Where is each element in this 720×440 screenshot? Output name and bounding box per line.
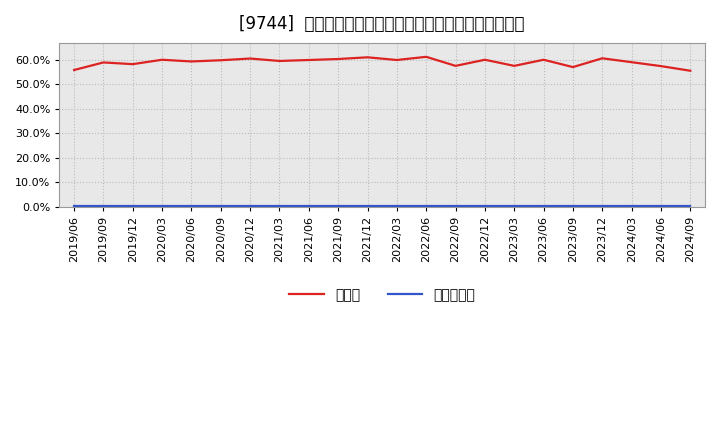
有利子負債 [480, 204, 489, 209]
有利子負債 [569, 204, 577, 209]
現預金 [99, 60, 108, 65]
現預金 [275, 59, 284, 64]
有利子負債 [686, 204, 695, 209]
有利子負債 [275, 204, 284, 209]
現預金 [451, 63, 460, 69]
現預金 [422, 54, 431, 59]
有利子負債 [99, 204, 108, 209]
現預金 [657, 63, 665, 69]
有利子負債 [217, 204, 225, 209]
現預金 [539, 57, 548, 62]
現預金 [480, 57, 489, 62]
現預金 [510, 63, 518, 69]
有利子負債 [305, 204, 313, 209]
現預金 [686, 68, 695, 73]
現預金 [363, 55, 372, 60]
Legend: 現預金, 有利子負債: 現預金, 有利子負債 [284, 282, 481, 308]
有利子負債 [627, 204, 636, 209]
現預金 [158, 57, 166, 62]
現預金 [598, 55, 607, 61]
現預金 [627, 59, 636, 65]
現預金 [128, 62, 137, 67]
現預金 [334, 56, 343, 62]
有利子負債 [598, 204, 607, 209]
現預金 [392, 57, 401, 62]
現預金 [305, 57, 313, 62]
有利子負債 [422, 204, 431, 209]
有利子負債 [128, 204, 137, 209]
現預金 [217, 58, 225, 63]
有利子負債 [539, 204, 548, 209]
有利子負債 [510, 204, 518, 209]
Line: 現預金: 現預金 [74, 57, 690, 71]
有利子負債 [657, 204, 665, 209]
有利子負債 [451, 204, 460, 209]
有利子負債 [70, 204, 78, 209]
有利子負債 [334, 204, 343, 209]
現預金 [187, 59, 196, 64]
現預金 [70, 67, 78, 73]
有利子負債 [246, 204, 254, 209]
有利子負債 [187, 204, 196, 209]
有利子負債 [363, 204, 372, 209]
有利子負債 [158, 204, 166, 209]
Title: [9744]  現預金、有利子負債の総資産に対する比率の推移: [9744] 現預金、有利子負債の総資産に対する比率の推移 [240, 15, 525, 33]
現預金 [246, 56, 254, 61]
現預金 [569, 64, 577, 70]
有利子負債 [392, 204, 401, 209]
